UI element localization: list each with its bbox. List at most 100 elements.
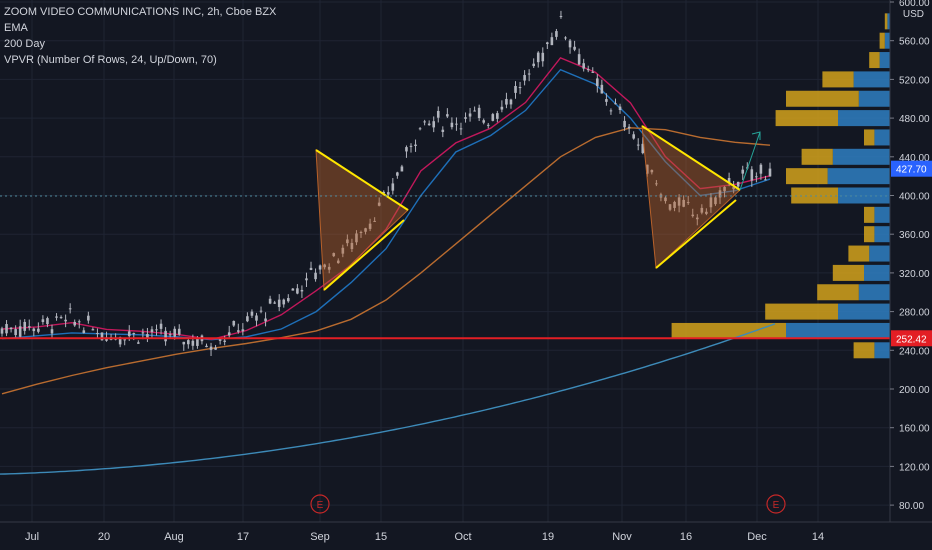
x-tick-label: Nov: [612, 531, 632, 543]
candle-body: [177, 328, 181, 335]
y-tick-label: 560.00: [899, 37, 930, 48]
x-tick-label: 15: [375, 531, 387, 543]
candle-body: [227, 332, 231, 336]
candle-body: [196, 338, 199, 346]
candle-body: [246, 316, 249, 322]
candle-body: [282, 299, 286, 305]
candle-body: [509, 99, 513, 105]
x-tick-label: 20: [98, 531, 110, 543]
candle-body: [605, 99, 608, 102]
candle-body: [296, 288, 299, 294]
candle-body: [641, 143, 645, 154]
vp-up-bar: [887, 13, 890, 30]
long-ma-line: [0, 323, 776, 475]
vp-up-bar: [858, 284, 890, 301]
vp-up-bar: [853, 71, 890, 88]
sma-legend-label[interactable]: 200 Day: [4, 38, 45, 50]
candle-body: [386, 192, 390, 195]
candle-body: [514, 85, 517, 93]
candle-body: [491, 114, 495, 121]
vp-down-bar: [822, 71, 854, 88]
candle-body: [723, 186, 726, 192]
candle-body: [314, 272, 317, 280]
candle-body: [64, 319, 67, 322]
candle-body: [396, 172, 399, 176]
y-tick-label: 120.00: [899, 462, 930, 473]
candle-body: [146, 334, 149, 338]
candle-body: [727, 177, 731, 184]
candle-body: [359, 231, 363, 233]
vp-down-bar: [775, 110, 838, 127]
candle-body: [305, 278, 308, 281]
candle-body: [536, 52, 540, 63]
ema-legend-label[interactable]: EMA: [4, 22, 28, 34]
candle-body: [486, 124, 490, 126]
candle-body: [464, 117, 467, 119]
vp-up-bar: [838, 110, 890, 127]
y-tick-label: 480.00: [899, 114, 930, 125]
triangle-lower-edge[interactable]: [323, 219, 405, 291]
candle-body: [318, 265, 322, 270]
triangle-upper-edge[interactable]: [641, 125, 741, 191]
candle-body: [550, 37, 554, 46]
candle-body: [18, 326, 22, 337]
vp-down-bar: [848, 245, 870, 262]
candle-body: [700, 207, 704, 213]
triangle-lower-edge[interactable]: [655, 199, 737, 269]
vp-up-bar: [884, 32, 890, 49]
candle-body: [123, 339, 126, 341]
candle-body: [96, 332, 99, 334]
candle-body: [137, 342, 140, 344]
candle-body: [377, 202, 381, 206]
candle-body: [568, 40, 572, 48]
earnings-marker-icon[interactable]: [310, 494, 330, 514]
vpvr-legend-label[interactable]: VPVR (Number Of Rows, 24, Up/Down, 70): [4, 54, 217, 66]
candle-body: [559, 16, 563, 18]
vp-down-bar: [869, 52, 880, 69]
candle-body: [82, 330, 86, 333]
candle-body: [23, 321, 27, 331]
ema-fast-line: [1, 56, 771, 341]
vp-down-bar: [671, 322, 786, 339]
candle-body: [505, 98, 508, 105]
vp-up-bar: [858, 90, 890, 107]
candle-body: [632, 134, 635, 139]
candle-body: [691, 214, 695, 217]
price-axis[interactable]: 80.00 120.00 160.00 200.00 240.00 280.00 320.0…: [889, 0, 932, 550]
candle-body: [255, 315, 258, 321]
candle-body: [591, 71, 595, 73]
triangle-upper-edge[interactable]: [315, 149, 409, 211]
vp-up-bar: [786, 322, 890, 339]
candle-body: [214, 347, 217, 350]
vp-up-bar: [827, 168, 890, 185]
candle-body: [609, 110, 613, 112]
triangle-patterns[interactable]: [315, 125, 761, 292]
candle-body: [237, 330, 240, 332]
projection-arrow[interactable]: [739, 131, 761, 191]
candle-body: [87, 315, 90, 321]
vp-up-bar: [838, 303, 890, 320]
candle-body: [732, 186, 735, 190]
x-tick-label: Dec: [747, 531, 767, 543]
candle-body: [37, 328, 40, 332]
symbol-title[interactable]: ZOOM VIDEO COMMUNICATIONS INC, 2h, Cboe …: [4, 6, 277, 18]
candle-body: [91, 329, 95, 331]
earnings-marker-icon[interactable]: [766, 494, 786, 514]
support-price-label: 252.42: [896, 334, 927, 345]
volume-profile: [671, 13, 890, 359]
time-axis[interactable]: Jul 20 Aug 17 Sep 15 Oct 19 Nov 16 Dec 14: [0, 521, 932, 550]
candle-body: [9, 327, 13, 330]
candle-body: [500, 106, 504, 110]
candle-body: [218, 339, 222, 341]
candle-body: [373, 220, 376, 222]
x-tick-label: Jul: [25, 531, 39, 543]
vp-down-bar: [864, 226, 875, 243]
candle-body: [150, 329, 154, 332]
candle-body: [300, 289, 304, 292]
candle-body: [332, 253, 336, 257]
support-price-tag: [891, 330, 932, 347]
candle-body: [77, 321, 81, 323]
candle-body: [205, 345, 208, 348]
